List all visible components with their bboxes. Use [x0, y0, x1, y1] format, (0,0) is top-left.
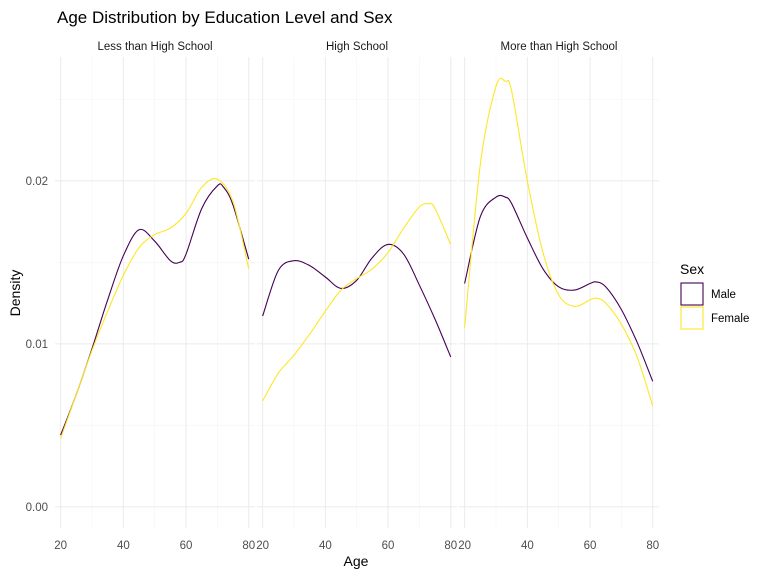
density-line-female: [262, 202, 452, 402]
facet-panel: High School 20 40 60 80: [256, 41, 457, 552]
facet-title: More than High School: [501, 41, 618, 53]
legend-title: Sex: [680, 261, 704, 277]
x-tick-label: 60: [180, 540, 193, 552]
y-tick-label: 0.00: [26, 502, 48, 514]
density-line-female: [464, 77, 654, 406]
x-tick-label: 20: [458, 540, 471, 552]
legend-items: Male Female: [680, 282, 749, 330]
density-line-female: [60, 178, 250, 439]
x-tick-label: 80: [444, 540, 457, 552]
x-tick-label: 40: [319, 540, 332, 552]
legend: Sex Male Female: [680, 261, 749, 330]
facet-title: High School: [326, 41, 388, 53]
density-line-male: [464, 194, 654, 382]
x-tick-label: 80: [646, 540, 659, 552]
facet-title: Less than High School: [97, 41, 212, 53]
density-line-male: [262, 243, 452, 358]
legend-key-female: [680, 306, 704, 330]
x-tick-label: 60: [382, 540, 395, 552]
x-axis-title: Age: [344, 553, 369, 569]
legend-key-male: [680, 282, 704, 306]
y-axis-ticks: 0.00 0.01 0.02: [26, 176, 48, 514]
legend-label: Female: [711, 313, 749, 325]
y-tick-label: 0.02: [26, 176, 48, 188]
x-tick-label: 40: [521, 540, 534, 552]
y-tick-label: 0.01: [26, 339, 48, 351]
legend-label: Male: [711, 289, 736, 301]
x-tick-label: 20: [54, 540, 67, 552]
x-tick-label: 60: [584, 540, 597, 552]
x-tick-label: 80: [242, 540, 255, 552]
y-axis-title: Density: [7, 270, 23, 317]
x-tick-label: 40: [117, 540, 130, 552]
facet-panel: Less than High School 20 40 60 80: [54, 41, 255, 552]
density-line-male: [60, 183, 250, 436]
x-tick-label: 20: [256, 540, 269, 552]
facet-panel: More than High School 20 40 60 80: [458, 41, 659, 552]
chart-title: Age Distribution by Education Level and …: [57, 8, 393, 27]
